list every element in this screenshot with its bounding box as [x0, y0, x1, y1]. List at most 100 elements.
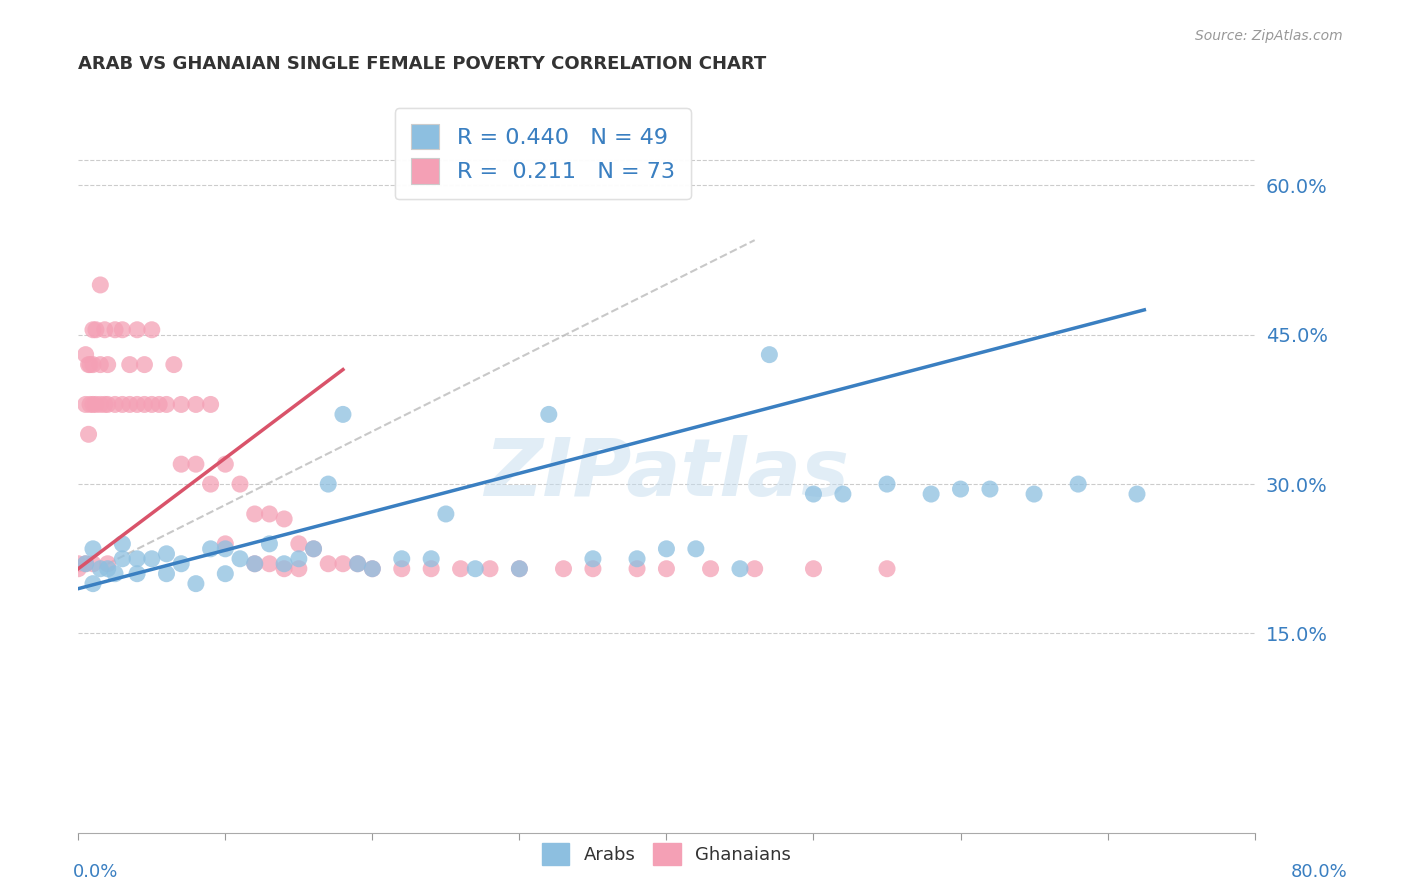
Point	[141, 551, 163, 566]
Text: ZIPatlas: ZIPatlas	[484, 435, 849, 513]
Point	[77, 427, 100, 442]
Point	[420, 562, 443, 576]
Point	[214, 566, 236, 581]
Point	[214, 537, 236, 551]
Point	[464, 562, 486, 576]
Point	[876, 562, 898, 576]
Point	[744, 562, 766, 576]
Point	[259, 537, 281, 551]
Point	[214, 541, 236, 556]
Point	[127, 397, 149, 411]
Point	[655, 541, 678, 556]
Point	[148, 397, 170, 411]
Point	[82, 397, 104, 411]
Point	[803, 562, 825, 576]
Point	[82, 358, 104, 372]
Point	[104, 566, 127, 581]
Point	[1067, 477, 1090, 491]
Point	[288, 537, 311, 551]
Point	[141, 323, 163, 337]
Point	[93, 397, 115, 411]
Point	[346, 557, 368, 571]
Point	[302, 541, 325, 556]
Point	[229, 551, 252, 566]
Point	[758, 348, 780, 362]
Point	[67, 562, 90, 576]
Point	[273, 562, 295, 576]
Point	[89, 358, 111, 372]
Legend: R = 0.440   N = 49, R =  0.211   N = 73: R = 0.440 N = 49, R = 0.211 N = 73	[395, 108, 690, 200]
Point	[214, 457, 236, 471]
Point	[1022, 487, 1045, 501]
Point	[288, 551, 311, 566]
Point	[82, 576, 104, 591]
Point	[75, 557, 97, 571]
Point	[134, 397, 156, 411]
Point	[127, 551, 149, 566]
Point	[626, 562, 648, 576]
Point	[82, 557, 104, 571]
Point	[302, 541, 325, 556]
Point	[361, 562, 384, 576]
Point	[184, 457, 207, 471]
Point	[479, 562, 502, 576]
Point	[243, 507, 266, 521]
Point	[450, 562, 472, 576]
Point	[508, 562, 530, 576]
Point	[876, 477, 898, 491]
Point	[332, 408, 354, 422]
Point	[685, 541, 707, 556]
Point	[361, 562, 384, 576]
Point	[104, 323, 127, 337]
Point	[82, 323, 104, 337]
Text: Source: ZipAtlas.com: Source: ZipAtlas.com	[1195, 29, 1343, 43]
Point	[200, 397, 222, 411]
Point	[127, 566, 149, 581]
Point	[316, 557, 339, 571]
Point	[831, 487, 853, 501]
Point	[273, 512, 295, 526]
Point	[97, 562, 120, 576]
Point	[346, 557, 368, 571]
Point	[553, 562, 575, 576]
Point	[84, 397, 107, 411]
Point	[111, 397, 134, 411]
Point	[259, 557, 281, 571]
Point	[391, 562, 413, 576]
Point	[200, 541, 222, 556]
Point	[77, 358, 100, 372]
Point	[170, 397, 193, 411]
Point	[273, 557, 295, 571]
Point	[89, 277, 111, 292]
Point	[79, 397, 101, 411]
Point	[243, 557, 266, 571]
Point	[582, 562, 605, 576]
Point	[89, 397, 111, 411]
Point	[537, 408, 560, 422]
Point	[582, 551, 605, 566]
Point	[288, 562, 311, 576]
Point	[259, 507, 281, 521]
Point	[141, 397, 163, 411]
Point	[626, 551, 648, 566]
Point	[111, 323, 134, 337]
Point	[699, 562, 721, 576]
Point	[155, 547, 177, 561]
Point	[75, 397, 97, 411]
Point	[82, 541, 104, 556]
Point	[508, 562, 530, 576]
Point	[97, 358, 120, 372]
Point	[184, 576, 207, 591]
Point	[111, 537, 134, 551]
Point	[803, 487, 825, 501]
Point	[93, 323, 115, 337]
Point	[118, 397, 141, 411]
Text: 80.0%: 80.0%	[1291, 863, 1347, 881]
Point	[163, 358, 186, 372]
Point	[316, 477, 339, 491]
Point	[111, 551, 134, 566]
Point	[155, 397, 177, 411]
Point	[229, 477, 252, 491]
Point	[134, 358, 156, 372]
Point	[127, 323, 149, 337]
